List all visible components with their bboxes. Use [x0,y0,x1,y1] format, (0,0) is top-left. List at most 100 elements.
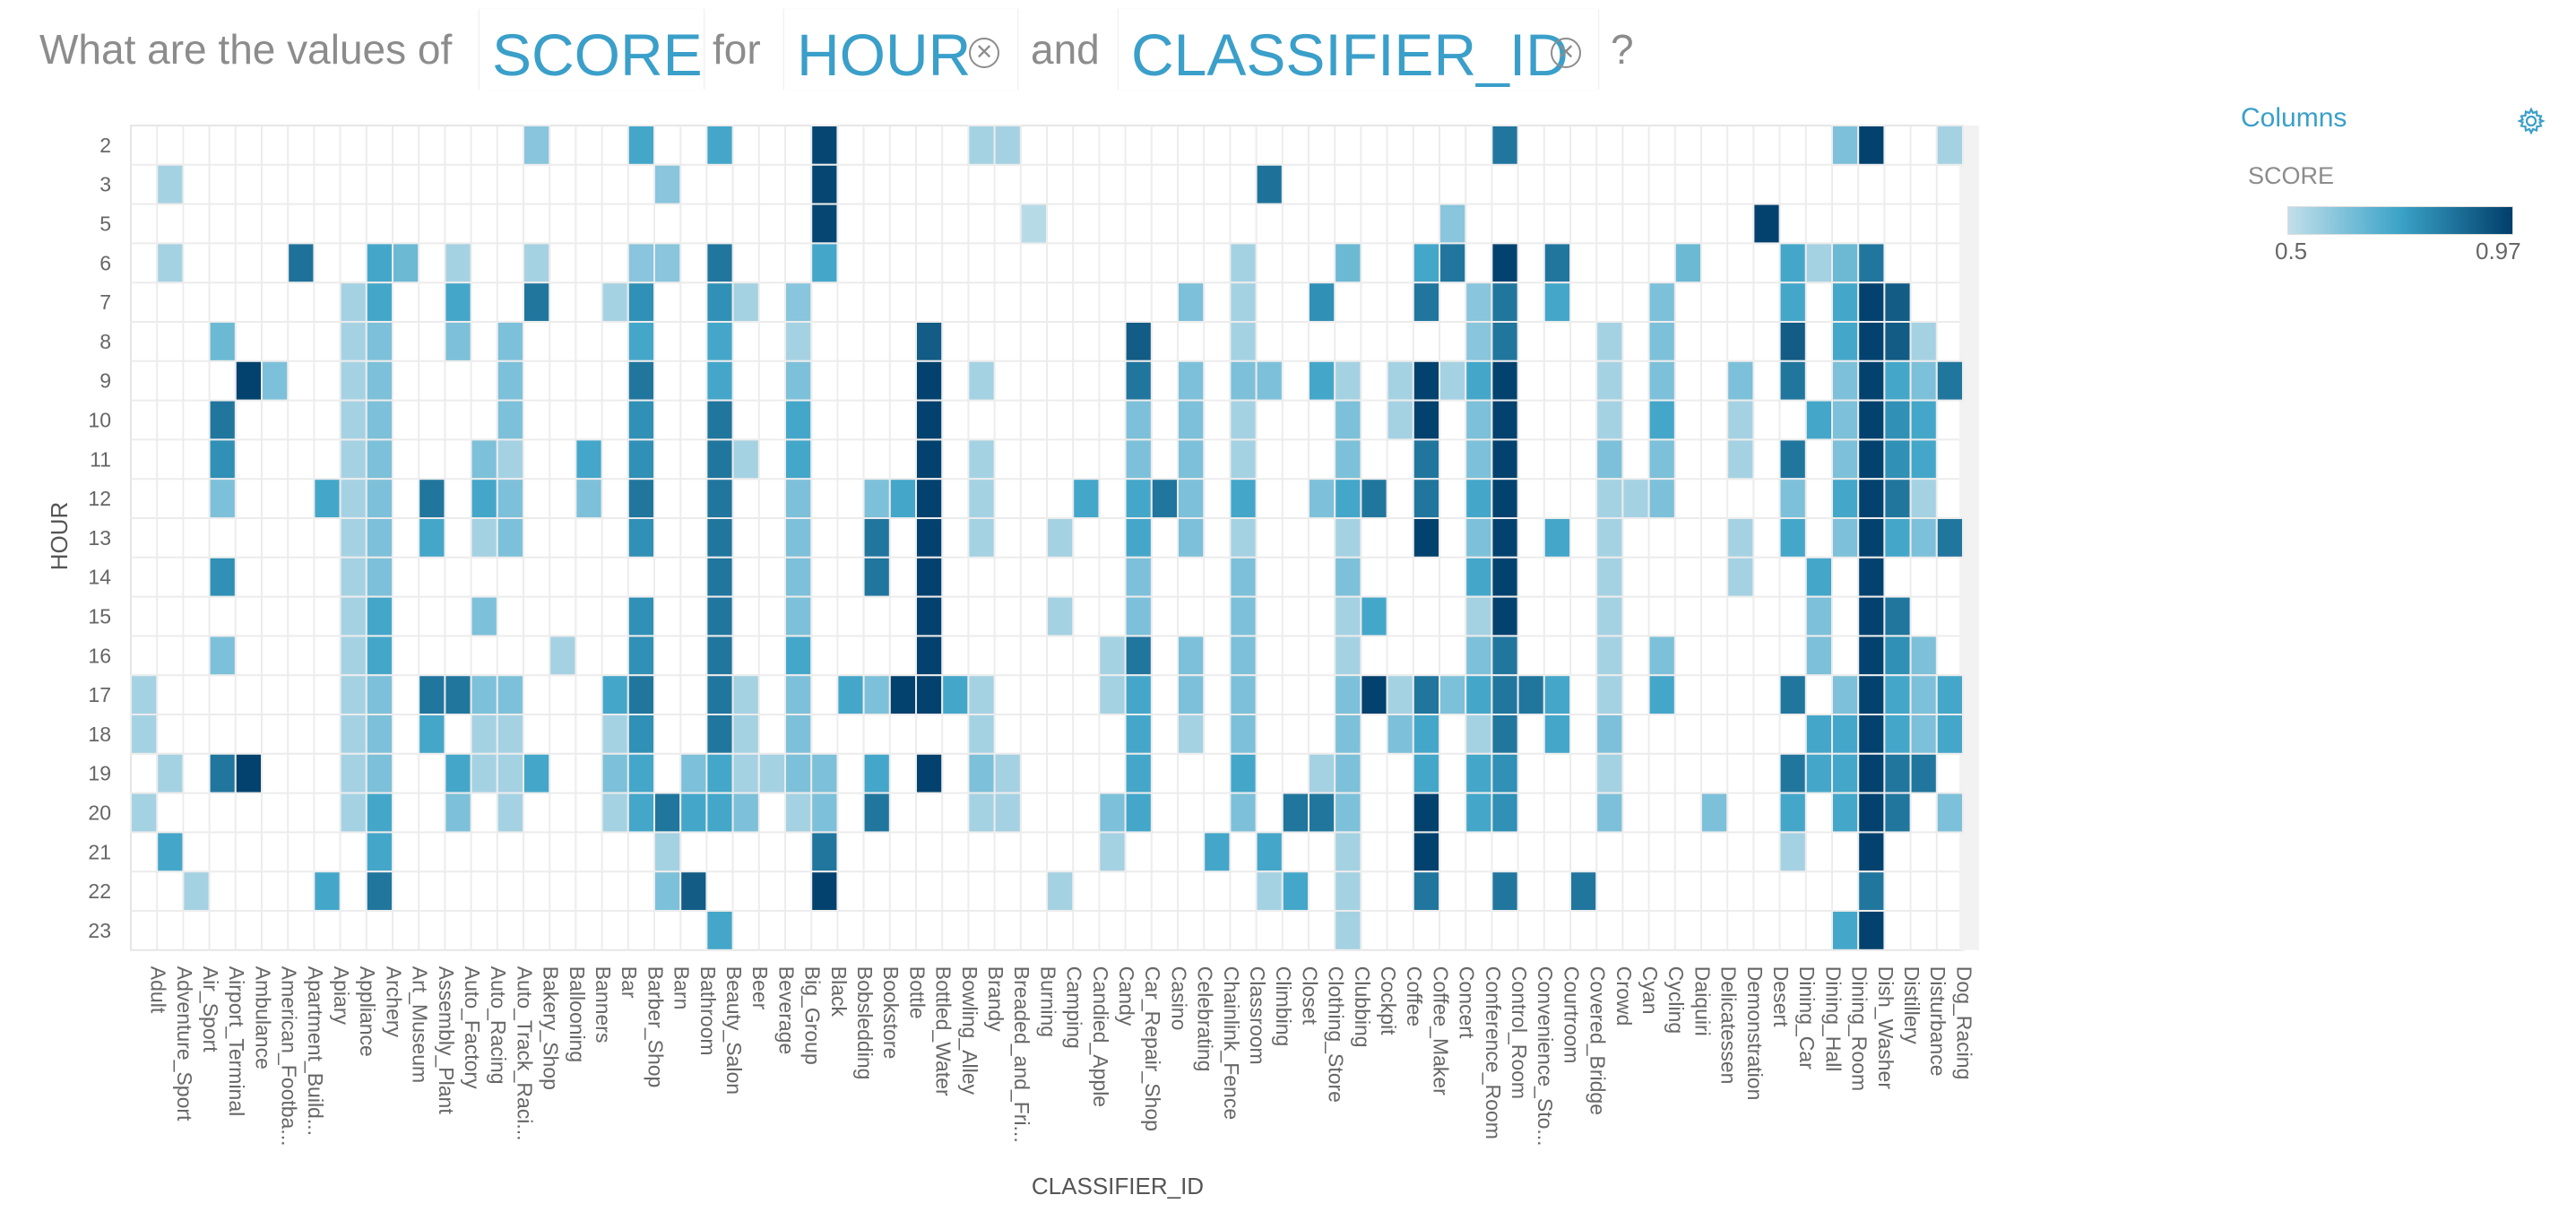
heatmap-cell[interactable]: Dining_Room, 10: 0.62 [1831,399,1860,441]
heatmap-cell[interactable]: Coffee_Maker, 22: 0.84 [1412,870,1441,913]
heatmap-cell[interactable]: Crowd, 20: 0.62 [1595,792,1624,834]
heatmap-cell[interactable]: Appliance, 11: 0.55 [339,438,367,481]
heatmap-cell[interactable]: Brandy, 20: 0.55 [967,792,996,834]
heatmap-cell[interactable]: Barber_Shop, 8: 0.72 [627,321,655,362]
heatmap-cell[interactable]: Beauty_Salon, 11: 0.84 [705,438,734,481]
heatmap-cell[interactable]: Bottled_Water, 12: 0.96 [915,478,944,520]
heatmap-cell[interactable]: Dining_Hall, 15: 0.62 [1804,595,1834,637]
heatmap-cell[interactable]: Dining_Car, 21: 0.55 [1778,831,1807,873]
heatmap-cell[interactable]: Beauty_Salon, 7: 0.78 [705,281,734,324]
heatmap-cell[interactable]: Coffee, 17: 0.55 [1386,674,1414,716]
heatmap-cell[interactable]: Dog_Racing, 13: 0.84 [1935,517,1965,559]
heatmap-cell[interactable]: Airport_Terminal, 19: 0.84 [208,752,237,794]
heatmap-cell[interactable]: Coffee_Maker, 13: 0.96 [1412,517,1441,559]
heatmap-cell[interactable]: Bathroom, 20: 0.72 [679,792,708,834]
heatmap-cell[interactable]: Classroom, 16: 0.62 [1229,635,1258,677]
heatmap-cell[interactable]: Crowd, 10: 0.55 [1595,399,1624,441]
heatmap-cell[interactable]: Ambulance, 19: 0.96 [234,752,263,794]
heatmap-cell[interactable]: Courtroom, 13: 0.72 [1543,517,1572,559]
heatmap-cell[interactable]: Clubbing, 6: 0.65 [1334,242,1362,284]
heatmap-cell[interactable]: Archery, 16: 0.72 [365,635,393,677]
heatmap-cell[interactable]: Classroom, 13: 0.55 [1229,517,1258,559]
close-circle-icon[interactable]: ✕ [969,38,999,68]
heatmap-cell[interactable]: Cockpit, 15: 0.72 [1360,595,1388,637]
heatmap-cell[interactable]: Assembly_Plant, 17: 0.84 [418,674,446,716]
heatmap-cell[interactable]: Conference_Room, 9: 0.72 [1465,359,1493,402]
heatmap-cell[interactable]: Bottle, 17: 0.96 [888,674,917,716]
heatmap-cell[interactable]: Air_Sport, 22: 0.55 [182,870,211,913]
heatmap-cell[interactable]: Apiary, 12: 0.72 [313,478,341,520]
heatmap-cell[interactable]: Burning, 5: 0.52 [1019,203,1049,245]
heatmap-cell[interactable]: Dining_Car, 7: 0.72 [1778,281,1807,324]
heatmap-cell[interactable]: Clubbing, 19: 0.62 [1334,752,1362,794]
heatmap-cell[interactable]: Dining_Room, 17: 0.62 [1831,674,1860,716]
heatmap-cell[interactable]: Breaded_and_Fri..., 19: 0.55 [993,752,1022,794]
heatmap-cell[interactable]: Dining_Hall, 16: 0.62 [1804,635,1834,677]
heatmap-cell[interactable]: Distillery, 10: 0.78 [1883,399,1912,441]
heatmap-cell[interactable]: Bathroom, 19: 0.62 [679,752,708,794]
heatmap-cell[interactable]: Dish_Washer, 14: 0.96 [1857,556,1886,598]
heatmap-cell[interactable]: Brandy, 18: 0.55 [967,714,996,755]
heatmap-cell[interactable]: Dish_Washer, 12: 0.96 [1857,478,1886,520]
heatmap-cell[interactable]: Beer, 18: 0.55 [731,714,760,755]
heatmap-cell[interactable]: Climbing, 22: 0.55 [1255,870,1284,913]
heatmap-cell[interactable]: Bakery_Shop, 2: 0.6 [523,125,551,166]
heatmap-cell[interactable]: Ambulance, 9: 0.96 [234,359,263,402]
heatmap-cell[interactable]: Dish_Washer, 20: 0.96 [1857,792,1886,834]
heatmap-cell[interactable]: Car_Repair_Shop, 20: 0.72 [1124,792,1153,834]
heatmap-cell[interactable]: Assembly_Plant, 18: 0.72 [418,714,446,755]
heatmap-cell[interactable]: Clubbing, 20: 0.62 [1334,792,1362,834]
heatmap-cell[interactable]: Coffee_Maker, 18: 0.72 [1412,714,1441,755]
heatmap-cell[interactable]: Beauty_Salon, 8: 0.72 [705,321,734,362]
heatmap-cell[interactable]: Distillery, 9: 0.72 [1883,359,1912,402]
heatmap-cell[interactable]: Black, 20: 0.62 [810,792,839,834]
heatmap-cell[interactable]: Control_Room, 8: 0.84 [1491,321,1519,362]
heatmap-cell[interactable]: Barber_Shop, 16: 0.78 [627,635,655,677]
heatmap-cell[interactable]: Celebrating, 11: 0.62 [1177,438,1206,481]
heatmap-cell[interactable]: Crowd, 8: 0.55 [1595,321,1624,362]
heatmap-cell[interactable]: Control_Room, 12: 0.96 [1491,478,1519,520]
heatmap-cell[interactable]: Auto_Factory, 7: 0.72 [444,281,472,324]
heatmap-cell[interactable]: Bottled_Water, 8: 0.9 [915,321,944,362]
heatmap-cell[interactable]: Closet, 22: 0.72 [1281,870,1310,913]
heatmap-cell[interactable]: Cycling, 7: 0.62 [1647,281,1676,324]
heatmap-cell[interactable]: Adult, 20: 0.55 [130,792,159,834]
heatmap-cell[interactable]: Dish_Washer, 17: 0.96 [1857,674,1886,716]
heatmap-cell[interactable]: Dog_Racing, 18: 0.72 [1935,714,1965,755]
heatmap-cell[interactable]: Auto_Track_Raci..., 17: 0.62 [496,674,524,716]
heatmap-cell[interactable]: Bottled_Water, 9: 0.96 [915,359,944,402]
heatmap-cell[interactable]: Candied_Apple, 12: 0.72 [1072,478,1101,520]
heatmap-cell[interactable]: Brandy, 12: 0.55 [967,478,996,520]
heatmap-cell[interactable]: Dining_Car, 6: 0.72 [1778,242,1807,284]
heatmap-cell[interactable]: Auto_Track_Raci..., 12: 0.62 [496,478,524,520]
heatmap-cell[interactable]: Bottled_Water, 11: 0.96 [915,438,944,481]
heatmap-cell[interactable]: Control_Room, 10: 0.96 [1491,399,1519,441]
heatmap-cell[interactable]: Barber_Shop, 15: 0.78 [627,595,655,637]
heatmap-cell[interactable]: Bakery_Shop, 6: 0.55 [523,242,551,284]
heatmap-cell[interactable]: Barber_Shop, 6: 0.6 [627,242,655,284]
heatmap-cell[interactable]: Dining_Room, 11: 0.62 [1831,438,1860,481]
heatmap-cell[interactable]: Car_Repair_Shop, 13: 0.72 [1124,517,1153,559]
heatmap-cell[interactable]: Control_Room, 6: 0.96 [1491,242,1519,284]
heatmap-cell[interactable]: Airport_Terminal, 12: 0.62 [208,478,237,520]
heatmap-cell[interactable]: Casino, 12: 0.84 [1150,478,1180,520]
heatmap-cell[interactable]: Conference_Room, 12: 0.72 [1465,478,1493,520]
heatmap-cell[interactable]: Disturbance, 16: 0.62 [1909,635,1938,677]
heatmap-cell[interactable]: Black, 2: 0.95 [810,125,839,166]
heatmap-cell[interactable]: Crowd, 14: 0.55 [1595,556,1624,598]
heatmap-cell[interactable]: Control_Room, 14: 0.96 [1491,556,1519,598]
heatmap-cell[interactable]: Beer, 17: 0.55 [731,674,760,716]
heatmap-cell[interactable]: Beauty_Salon, 19: 0.72 [705,752,734,794]
heatmap-cell[interactable]: Clothing_Store, 19: 0.55 [1308,752,1336,794]
heatmap-cell[interactable]: Conference_Room, 11: 0.62 [1465,438,1493,481]
heatmap-cell[interactable]: Crowd, 15: 0.55 [1595,595,1624,637]
heatmap-cell[interactable]: Dining_Hall, 19: 0.72 [1804,752,1834,794]
heatmap-cell[interactable]: Crowd, 13: 0.55 [1595,517,1624,559]
heatmap-cell[interactable]: Coffee, 18: 0.62 [1386,714,1414,755]
heatmap-cell[interactable]: Auto_Factory, 19: 0.72 [444,752,472,794]
heatmap-cell[interactable]: Barn, 6: 0.6 [653,242,682,284]
heatmap-cell[interactable]: Concert, 17: 0.62 [1439,674,1467,716]
heatmap-cell[interactable]: Cockpit, 17: 0.96 [1360,674,1388,716]
heatmap-cell[interactable]: Classroom, 14: 0.62 [1229,556,1258,598]
heatmap-cell[interactable]: Climbing, 21: 0.72 [1255,831,1284,873]
